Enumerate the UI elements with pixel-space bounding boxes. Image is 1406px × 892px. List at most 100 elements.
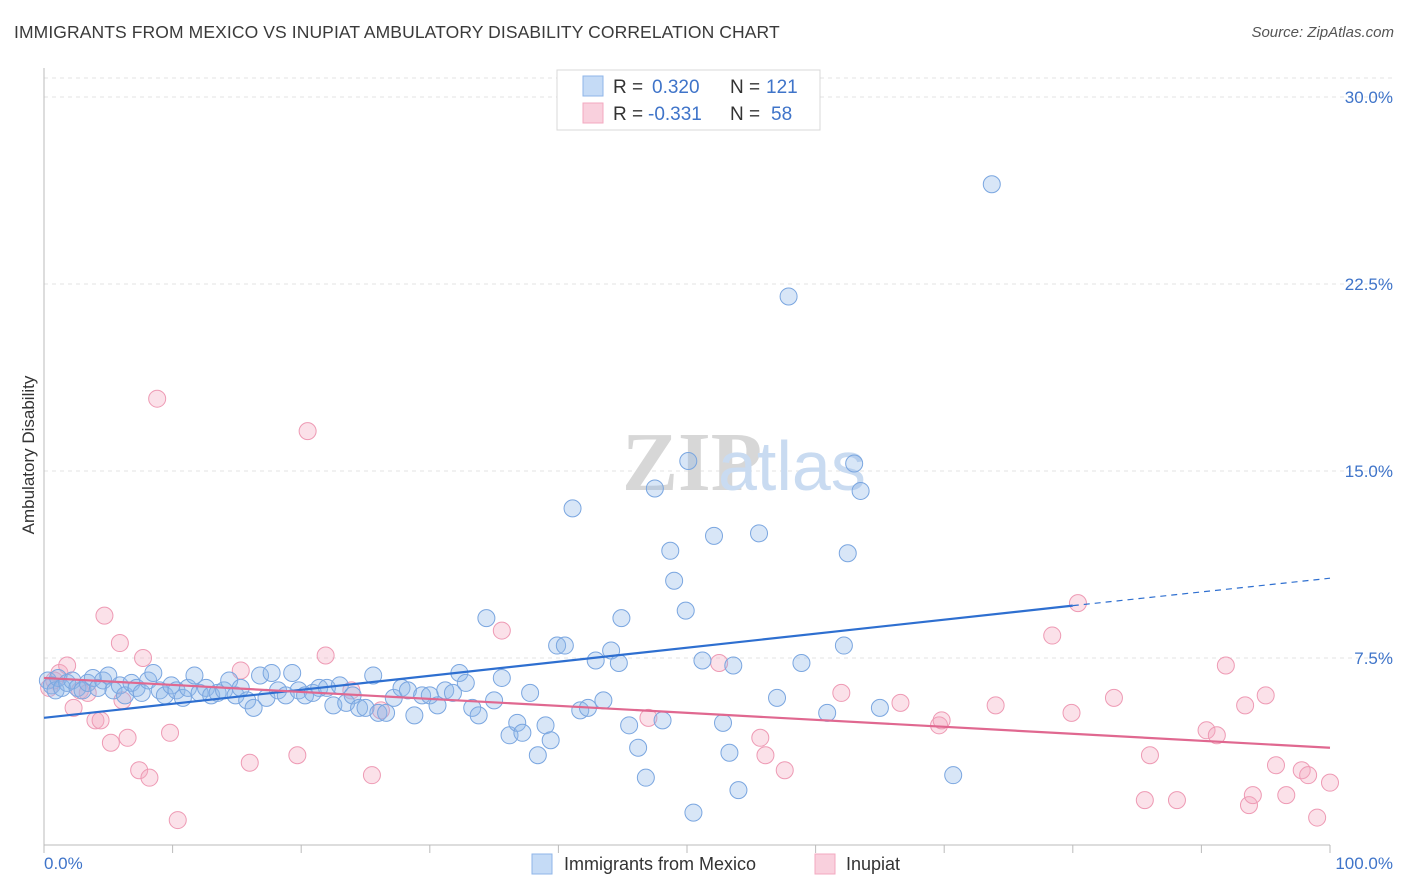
- mexico-point-72: [477, 609, 496, 628]
- inupiat-point-18: [161, 723, 180, 742]
- inupiat-point-28: [492, 621, 511, 640]
- inupiat-point-46: [1197, 721, 1216, 740]
- legend-r-value-inupiat: -0.331: [648, 104, 702, 125]
- bottom-legend-label-mexico: Immigrants from Mexico: [564, 854, 756, 874]
- mexico-point-82: [548, 636, 567, 655]
- mexico-point-95: [645, 479, 664, 498]
- mexico-point-79: [528, 746, 547, 765]
- mexico-points: [38, 175, 1001, 822]
- inupiat-point-44: [1140, 746, 1159, 765]
- inupiat-point-45: [1167, 791, 1186, 810]
- inupiat-point-24: [316, 646, 335, 665]
- inupiat-trend-line: [43, 676, 1331, 749]
- inupiat-point-34: [832, 683, 851, 702]
- mexico-point-87: [586, 651, 605, 670]
- correlation-legend: R = 0.320 N = 121 R = -0.331 N = 58: [556, 69, 821, 131]
- mexico-point-44: [283, 663, 302, 682]
- inupiat-point-32: [756, 746, 775, 765]
- mexico-point-115: [845, 454, 864, 473]
- inupiat-point-56: [1299, 766, 1318, 785]
- mexico-point-109: [768, 688, 787, 707]
- grid-lines: [44, 77, 1393, 659]
- mexico-point-83: [555, 636, 574, 655]
- bottom-legend-swatch-inupiat: [814, 853, 836, 875]
- trend-lines: [43, 577, 1331, 749]
- mexico-point-106: [724, 656, 743, 675]
- mexico-point-65: [428, 696, 447, 715]
- inupiat-point-14: [130, 761, 149, 780]
- inupiat-point-16: [140, 768, 159, 787]
- watermark-zip: ZIP: [622, 416, 762, 509]
- mexico-point-41: [262, 663, 281, 682]
- axes: [43, 68, 1331, 853]
- inupiat-point-43: [1135, 791, 1154, 810]
- inupiat-point-48: [1216, 656, 1235, 675]
- mexico-point-104: [714, 713, 733, 732]
- mexico-point-99: [676, 601, 695, 620]
- inupiat-point-17: [148, 389, 167, 408]
- legend-n-label-mexico: N =: [730, 77, 760, 98]
- y-axis-title: Ambulatory Disability: [19, 375, 38, 534]
- mexico-point-74: [492, 668, 511, 687]
- mexico-trend-line: [43, 604, 1073, 719]
- mexico-point-77: [513, 723, 532, 742]
- inupiat-point-51: [1243, 786, 1262, 805]
- y-tick-label-2: 22.5%: [1345, 275, 1393, 294]
- inupiat-points: [40, 389, 1339, 830]
- inupiat-point-8: [91, 711, 110, 730]
- mexico-point-94: [636, 768, 655, 787]
- mexico-point-10: [83, 668, 102, 687]
- inupiat-point-21: [240, 753, 259, 772]
- source-credit: Source: ZipAtlas.com: [1251, 24, 1394, 41]
- mexico-point-54: [350, 698, 369, 717]
- inupiat-point-26: [362, 766, 381, 785]
- mexico-point-56: [364, 666, 383, 685]
- inupiat-point-57: [1308, 808, 1327, 827]
- mexico-point-21: [144, 663, 163, 682]
- inupiat-point-49: [1236, 696, 1255, 715]
- watermark: ZIP atlas: [622, 416, 866, 509]
- mexico-point-111: [792, 653, 811, 672]
- y-tick-label-3: 30.0%: [1345, 88, 1393, 107]
- mexico-point-114: [838, 544, 857, 563]
- inupiat-point-52: [1256, 686, 1275, 705]
- mexico-point-70: [463, 698, 482, 717]
- inupiat-point-58: [1321, 773, 1339, 792]
- mexico-point-112: [818, 703, 837, 722]
- mexico-point-76: [508, 713, 527, 732]
- inupiat-point-22: [288, 746, 307, 765]
- y-tick-labels: 7.5% 15.0% 22.5% 30.0%: [1345, 88, 1393, 668]
- mexico-point-67: [443, 683, 462, 702]
- mexico-point-101: [684, 803, 703, 822]
- inupiat-point-33: [775, 761, 794, 780]
- x-tick-max: 100.0%: [1335, 854, 1393, 873]
- y-tick-label-1: 15.0%: [1345, 462, 1393, 481]
- inupiat-point-11: [110, 634, 129, 653]
- mexico-point-78: [521, 683, 540, 702]
- mexico-point-119: [982, 175, 1001, 194]
- inupiat-point-31: [751, 728, 770, 747]
- inupiat-point-40: [1062, 703, 1081, 722]
- inupiat-point-13: [118, 728, 137, 747]
- inupiat-point-41: [1068, 594, 1087, 613]
- mexico-point-98: [665, 571, 684, 590]
- inupiat-point-53: [1266, 756, 1285, 775]
- bottom-legend-label-inupiat: Inupiat: [846, 854, 900, 874]
- mexico-trend-extension: [1072, 577, 1331, 607]
- mexico-point-110: [779, 287, 798, 306]
- mexico-point-96: [653, 711, 672, 730]
- mexico-point-58: [377, 703, 396, 722]
- legend-swatch-inupiat: [582, 102, 604, 124]
- legend-n-value-inupiat: 58: [771, 104, 792, 125]
- mexico-point-100: [679, 452, 698, 471]
- mexico-point-103: [705, 526, 724, 545]
- inupiat-point-37: [932, 711, 951, 730]
- mexico-point-84: [563, 499, 582, 518]
- mexico-point-107: [729, 781, 748, 800]
- legend-swatch-mexico: [582, 75, 604, 97]
- y-tick-label-0: 7.5%: [1354, 649, 1393, 668]
- inupiat-point-15: [134, 649, 153, 667]
- inupiat-point-54: [1277, 786, 1296, 805]
- inupiat-point-29: [639, 708, 658, 727]
- mexico-point-92: [620, 716, 639, 735]
